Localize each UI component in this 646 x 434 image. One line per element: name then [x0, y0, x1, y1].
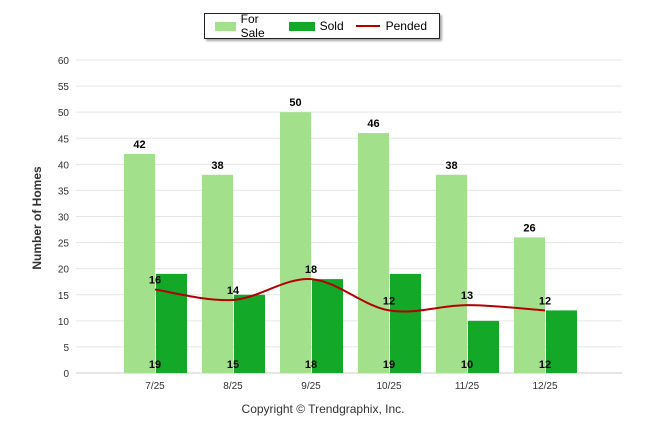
bar-for-sale — [358, 133, 389, 373]
legend-label-for-sale: For Sale — [240, 12, 265, 40]
data-label-pended: 18 — [305, 264, 317, 276]
data-label-for-sale: 46 — [367, 118, 379, 130]
x-tick-label: 10/25 — [376, 381, 401, 392]
data-label-sold: 18 — [305, 359, 317, 371]
data-label-pended: 12 — [539, 295, 551, 307]
data-label-for-sale: 38 — [445, 160, 457, 172]
y-tick-label: 55 — [58, 82, 70, 93]
x-tick-label: 11/25 — [455, 381, 480, 392]
y-tick-label: 0 — [63, 369, 69, 380]
legend-label-sold: Sold — [319, 19, 344, 33]
y-tick-label: 5 — [63, 343, 69, 354]
data-label-for-sale: 26 — [523, 222, 535, 234]
y-tick-label: 20 — [58, 265, 70, 276]
x-tick-label: 9/25 — [301, 381, 321, 392]
bar-sold — [234, 294, 265, 373]
chart-legend: For Sale Sold Pended — [204, 12, 440, 40]
x-tick-label: 8/25 — [223, 381, 243, 392]
x-tick-label: 7/25 — [145, 381, 165, 392]
data-label-pended: 13 — [461, 290, 473, 302]
data-label-sold: 12 — [539, 359, 551, 371]
data-label-pended: 12 — [383, 295, 395, 307]
y-tick-label: 50 — [58, 108, 70, 119]
legend-swatch-for-sale — [215, 21, 236, 31]
data-label-pended: 14 — [227, 285, 240, 297]
bar-sold — [546, 310, 577, 373]
legend-swatch-pended — [355, 25, 380, 27]
bar-for-sale — [124, 153, 155, 373]
bar-sold — [390, 273, 421, 373]
legend-item-for-sale[interactable]: For Sale — [215, 12, 277, 40]
bar-for-sale — [280, 112, 311, 374]
legend-item-sold[interactable]: Sold — [288, 19, 344, 33]
y-tick-label: 15 — [58, 291, 70, 302]
y-tick-label: 60 — [58, 56, 70, 67]
line-pended — [154, 278, 546, 313]
x-tick-label: 12/25 — [532, 381, 557, 392]
y-tick-label: 30 — [58, 213, 70, 224]
data-label-sold: 19 — [149, 359, 161, 371]
data-label-for-sale: 42 — [133, 139, 145, 151]
legend-swatch-sold — [288, 21, 315, 31]
data-label-sold: 10 — [461, 359, 473, 371]
copyright-footer: Copyright © Trendgraphix, Inc. — [241, 402, 405, 416]
y-tick-label: 40 — [58, 160, 70, 171]
y-tick-label: 25 — [58, 239, 70, 250]
y-tick-label: 35 — [58, 186, 70, 197]
data-label-sold: 15 — [227, 359, 239, 371]
legend-item-pended[interactable]: Pended — [355, 19, 427, 33]
data-label-for-sale: 38 — [211, 160, 223, 172]
data-label-pended: 16 — [149, 275, 161, 287]
data-label-for-sale: 50 — [289, 97, 301, 109]
y-tick-label: 45 — [58, 134, 70, 145]
legend-label-pended: Pended — [385, 19, 427, 33]
bar-for-sale — [436, 174, 467, 373]
bar-sold — [312, 279, 343, 373]
y-tick-label: 10 — [58, 317, 70, 328]
bar-sold — [468, 320, 499, 373]
bar-for-sale — [514, 237, 545, 373]
bar-for-sale — [202, 174, 233, 373]
data-label-sold: 19 — [383, 359, 395, 371]
